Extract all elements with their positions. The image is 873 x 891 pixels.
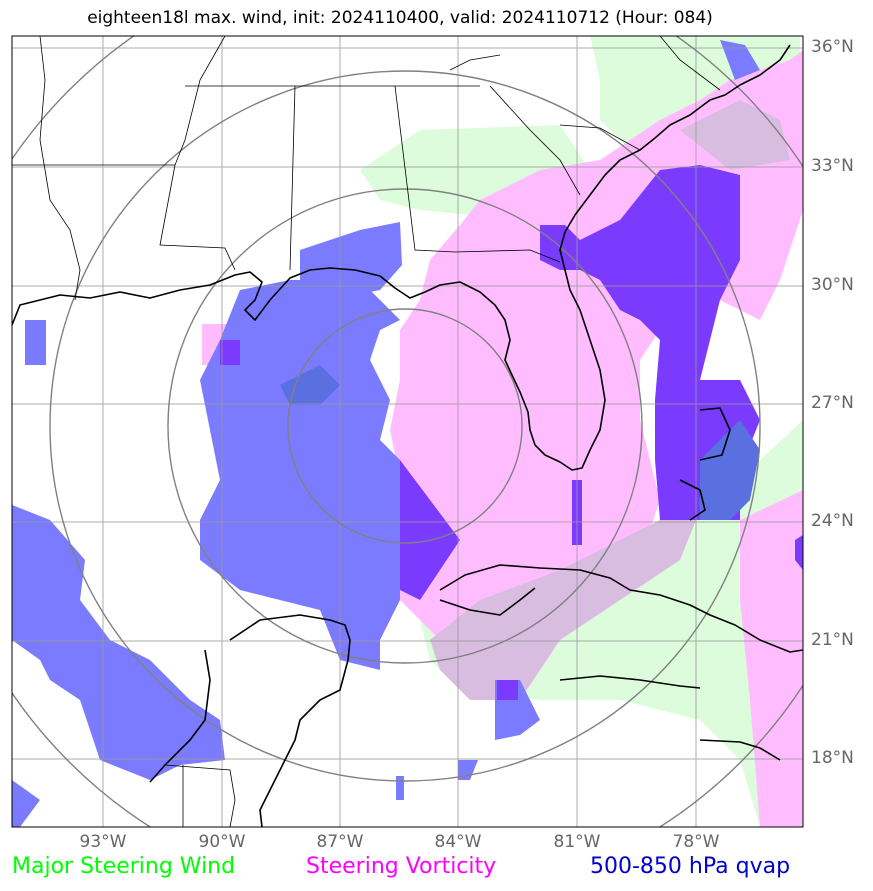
- qvap-dark-patches: [280, 365, 760, 520]
- map-frame: [11, 35, 804, 828]
- lon-label-84: 84°W: [434, 832, 482, 852]
- lon-label-87: 87°W: [316, 832, 364, 852]
- qvap-field: [12, 40, 760, 827]
- coastlines: [12, 44, 803, 827]
- political-borders: [12, 36, 721, 827]
- lat-label-33: 33°N: [811, 156, 854, 176]
- overlap-field: [430, 100, 790, 700]
- legend-steering-vorticity: Steering Vorticity: [306, 854, 497, 879]
- lat-label-36: 36°N: [811, 37, 854, 57]
- lat-label-18: 18°N: [811, 748, 854, 768]
- legend-steering-wind: Major Steering Wind: [12, 854, 236, 879]
- lat-label-27: 27°N: [811, 393, 854, 413]
- lat-label-30: 30°N: [811, 275, 854, 295]
- lon-label-90: 90°W: [198, 832, 246, 852]
- legend-qvap: 500-850 hPa qvap: [590, 854, 791, 879]
- lon-label-93: 93°W: [79, 832, 127, 852]
- graticule: [12, 36, 803, 827]
- lon-label-81: 81°W: [553, 832, 601, 852]
- lat-label-24: 24°N: [811, 511, 854, 531]
- lon-label-78: 78°W: [672, 832, 720, 852]
- lat-label-21: 21°N: [811, 630, 854, 650]
- map-title: eighteen18l max. wind, init: 2024110400,…: [87, 8, 713, 28]
